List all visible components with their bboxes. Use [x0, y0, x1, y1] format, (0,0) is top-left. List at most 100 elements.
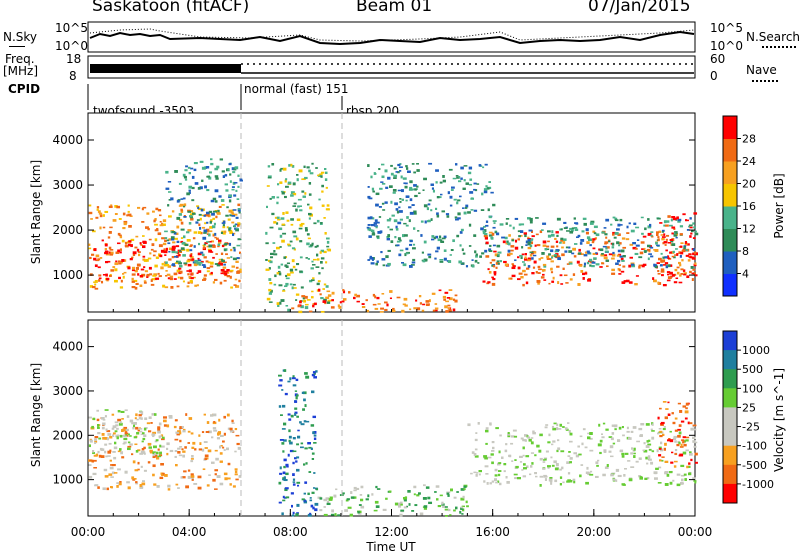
power-echo-cell: [663, 224, 667, 227]
power-echo-cell: [97, 266, 101, 269]
velocity-echo-cell: [107, 455, 111, 457]
velocity-echo-cell: [674, 453, 677, 455]
velocity-echo-cell: [305, 420, 310, 423]
velocity-echo-cell: [283, 422, 287, 426]
velocity-echo-cell: [148, 416, 152, 419]
velocity-echo-cell: [434, 491, 437, 493]
velocity-echo-cell: [447, 508, 451, 512]
velocity-echo-cell: [282, 450, 285, 453]
velocity-echo-cell: [104, 415, 107, 418]
power-echo-cell: [661, 231, 665, 233]
power-echo-cell: [232, 171, 236, 174]
power-echo-cell: [311, 260, 314, 263]
velocity-echo-cell: [212, 421, 217, 425]
power-echo-cell: [448, 168, 453, 171]
power-echo-cell: [109, 226, 113, 229]
power-echo-cell: [577, 234, 581, 238]
power-echo-cell: [270, 252, 274, 256]
power-echo-cell: [316, 219, 320, 223]
power-echo-cell: [545, 248, 550, 251]
power-echo-cell: [146, 275, 149, 278]
power-echo-cell: [622, 246, 627, 249]
power-echo-cell: [483, 235, 488, 238]
power-echo-cell: [176, 225, 180, 229]
velocity-echo-cell: [177, 430, 181, 432]
power-echo-cell: [197, 252, 202, 256]
power-echo-cell: [95, 259, 100, 262]
power-echo-cell: [155, 207, 159, 211]
power-echo-cell: [529, 220, 533, 224]
power-echo-cell: [387, 262, 391, 266]
velocity-echo-cell: [331, 509, 335, 513]
power-echo-cell: [90, 218, 93, 220]
velocity-echo-cell: [350, 491, 353, 494]
power-echo-cell: [396, 296, 401, 299]
velocity-echo-cell: [522, 454, 525, 457]
velocity-echo-cell: [439, 494, 443, 497]
power-echo-cell: [324, 168, 327, 171]
power-echo-cell: [212, 234, 215, 237]
velocity-echo-cell: [285, 496, 290, 499]
velocity-echo-cell: [289, 377, 292, 381]
power-echo-cell: [304, 192, 307, 195]
velocity-echo-cell: [125, 428, 129, 432]
power-echo-cell: [212, 233, 216, 236]
power-echo-cell: [595, 263, 600, 266]
power-echo-cell: [180, 276, 184, 280]
power-echo-cell: [527, 243, 531, 246]
velocity-echo-cell: [142, 480, 145, 483]
power-echo-cell: [140, 244, 143, 246]
velocity-echo-cell: [633, 447, 636, 451]
velocity-echo-cell: [623, 474, 626, 477]
power-echo-cell: [564, 250, 568, 253]
power-echo-cell: [131, 269, 136, 272]
power-echo-cell: [319, 293, 322, 296]
velocity-echo-cell: [610, 437, 614, 441]
power-echo-cell: [109, 253, 113, 256]
power-echo-cell: [266, 297, 271, 301]
power-echo-cell: [326, 204, 330, 207]
power-echo-cell: [682, 213, 686, 216]
velocity-echo-cell: [104, 450, 107, 454]
power-echo-cell: [467, 211, 471, 214]
power-echo-cell: [168, 238, 172, 241]
velocity-echo-cell: [174, 438, 179, 441]
power-echo-cell: [221, 222, 226, 224]
power-echo-cell: [517, 238, 520, 241]
velocity-echo-cell: [660, 421, 665, 425]
power-echo-cell: [651, 235, 654, 238]
velocity-echo-cell: [584, 446, 588, 449]
velocity-echo-cell: [95, 453, 99, 457]
power-echo-cell: [323, 250, 327, 254]
velocity-echo-cell: [506, 481, 510, 484]
power-echo-cell: [563, 274, 568, 277]
velocity-echo-cell: [326, 500, 330, 504]
velocity-echo-cell: [115, 435, 118, 438]
power-echo-cell: [444, 291, 449, 294]
power-echo-cell: [556, 255, 561, 259]
power-echo-cell: [404, 304, 408, 307]
power-echo-cell: [206, 245, 210, 248]
power-echo-cell: [141, 273, 146, 277]
velocity-echo-cell: [223, 432, 226, 436]
power-echo-cell: [569, 278, 573, 281]
power-echo-cell: [117, 249, 120, 253]
power-echo-cell: [101, 239, 104, 242]
power-echo-cell: [191, 272, 194, 276]
power-echo-cell: [401, 309, 405, 313]
power-echo-cell: [384, 308, 388, 312]
power-echo-cell: [384, 169, 388, 173]
power-echo-cell: [172, 263, 176, 267]
velocity-echo-cell: [501, 456, 504, 460]
power-echo-cell: [155, 256, 159, 260]
power-echo-cell: [671, 243, 676, 247]
power-echo-cell: [640, 216, 644, 219]
velocity-echo-cell: [133, 478, 137, 480]
velocity-echo-cell: [530, 465, 533, 468]
power-echo-cell: [586, 250, 590, 253]
power-echo-cell: [269, 226, 274, 229]
power-echo-cell: [518, 272, 523, 275]
power-echo-cell: [229, 214, 232, 217]
power-echo-cell: [571, 227, 575, 229]
velocity-echo-cell: [557, 428, 562, 430]
